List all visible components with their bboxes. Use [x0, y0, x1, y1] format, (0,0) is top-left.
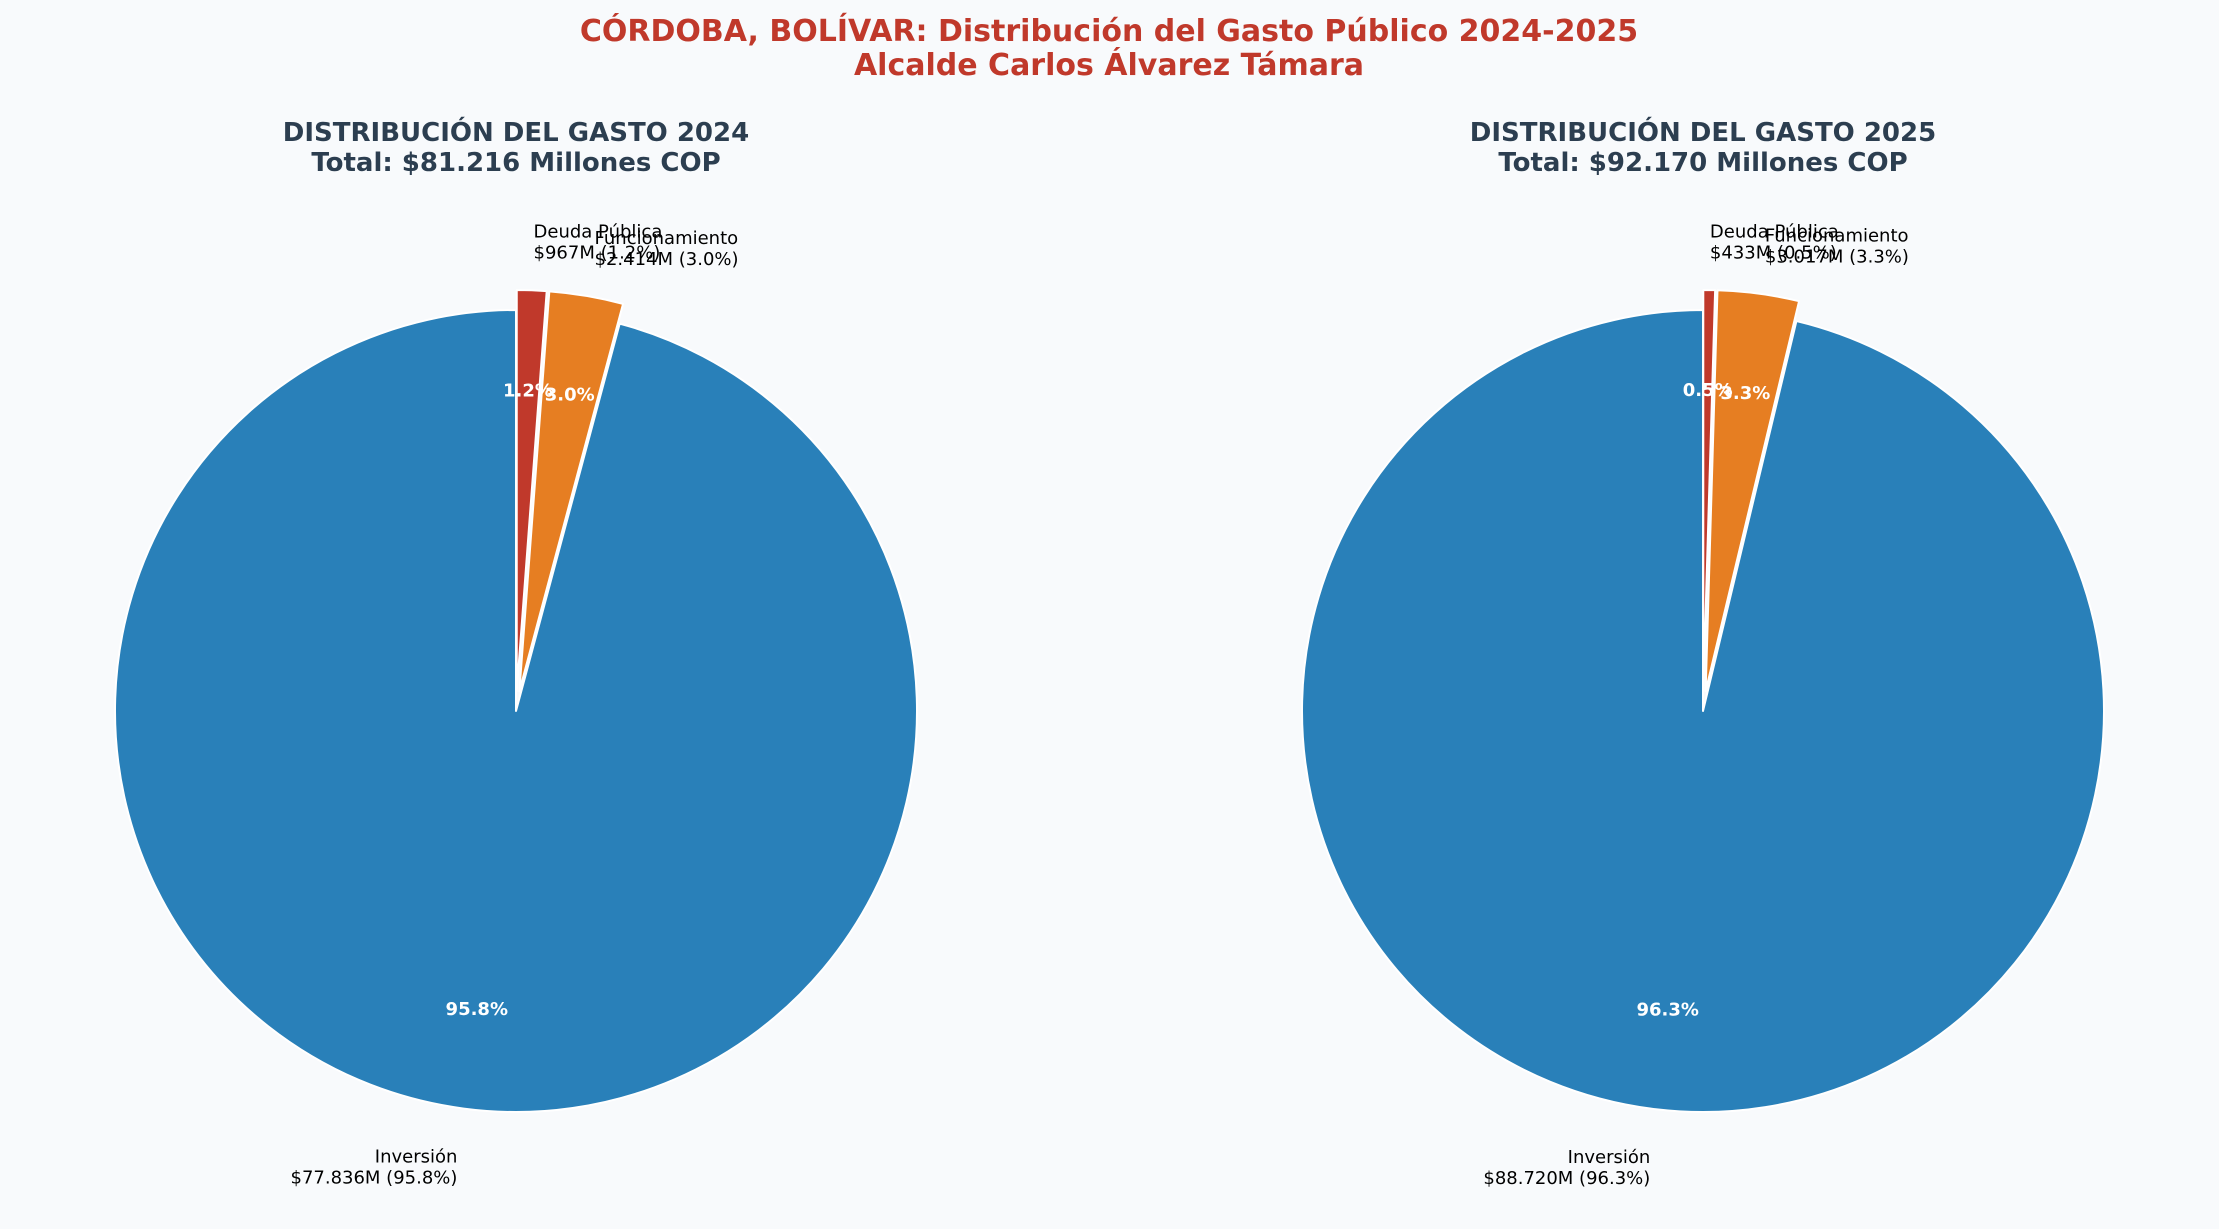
- figure-title-line1: CÓRDOBA, BOLÍVAR: Distribución del Gasto…: [580, 12, 1638, 49]
- pie-slice-deuda: [1702, 288, 1717, 692]
- chart-title-2024-line2: Total: $81.216 Millones COP: [311, 148, 720, 178]
- pie-slice-funcionamiento: [518, 290, 625, 693]
- outer-label-funcionamiento: Funcionamiento $3.017M (3.3%): [1765, 225, 1909, 267]
- pct-label-deuda: 1.2%: [503, 380, 553, 401]
- pie-slice-funcionamiento: [1704, 289, 1801, 693]
- pie-chart-2024: DISTRIBUCIÓN DEL GASTO 2024 Total: $81.2…: [114, 116, 918, 1189]
- pie-slice-inversion: [1301, 309, 2105, 1113]
- outer-label-funcionamiento: Funcionamiento $2.414M (3.0%): [595, 228, 739, 270]
- chart-title-2025-line1: DISTRIBUCIÓN DEL GASTO 2025: [1470, 116, 1936, 148]
- outer-labels-2024: Deuda Pública $967M (1.2%)Funcionamiento $…: [291, 222, 739, 1189]
- outer-labels-2025: Deuda Pública $433M (0.5%)Funcionamiento $…: [1483, 221, 1909, 1189]
- pct-labels-2025: 0.5%3.3% 96.3%: [1636, 380, 1770, 1020]
- slices-2024: [114, 288, 918, 1113]
- pct-label-deuda: 0.5%: [1683, 380, 1733, 401]
- outer-label-deuda: Deuda Pública $967M (1.2%): [534, 222, 663, 264]
- slices-2025: [1301, 288, 2105, 1113]
- outer-label-inversion: Inversión $88.720M (96.3%): [1483, 1147, 1650, 1189]
- pct-label-inversion: 96.3%: [1636, 1000, 1698, 1021]
- outer-label-deuda: Deuda Pública $433M (0.5%): [1710, 221, 1839, 263]
- pie-chart-2025: DISTRIBUCIÓN DEL GASTO 2025 Total: $92.1…: [1301, 116, 2105, 1189]
- pct-labels-2024: 1.2%3.0% 95.8%: [446, 380, 595, 1020]
- pie-slice-inversion: [114, 309, 918, 1113]
- pct-label-funcionamiento: 3.3%: [1720, 383, 1770, 404]
- figure-title-line2: Alcalde Carlos Álvarez Támara: [854, 47, 1364, 83]
- chart-title-2024-line1: DISTRIBUCIÓN DEL GASTO 2024: [283, 116, 749, 148]
- chart-title-2025-line2: Total: $92.170 Millones COP: [1498, 148, 1907, 178]
- pct-label-funcionamiento: 3.0%: [545, 385, 595, 406]
- pct-label-inversion: 95.8%: [446, 999, 508, 1020]
- pie-slice-deuda: [515, 288, 548, 692]
- outer-label-inversion: Inversión $77.836M (95.8%): [291, 1146, 458, 1188]
